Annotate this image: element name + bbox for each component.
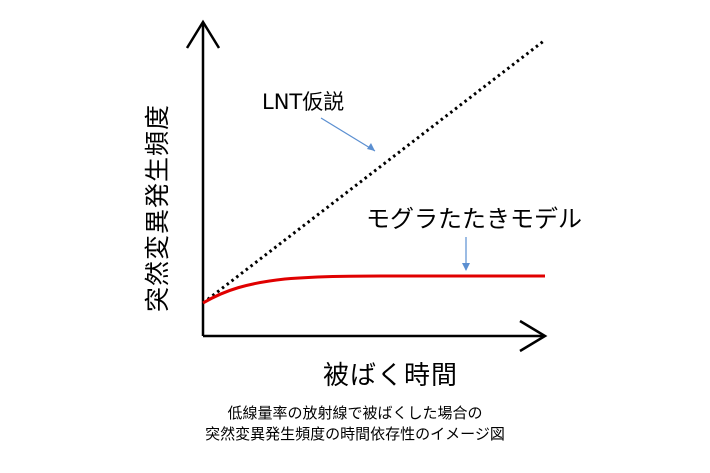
mole-model-curve [202,274,545,305]
caption-line-1: 低線量率の放射線で被ばくした場合の [227,404,483,422]
lnt-hypothesis-label: LNT仮説 [262,90,345,114]
x-axis-label: 被ばく時間 [323,361,459,391]
lnt-pointer-line [320,117,376,152]
caption-line-2: 突然変異発生頻度の時間依存性のイメージ図 [205,425,505,443]
mole-model-label: モグラたたきモデル [366,205,582,233]
figure-caption: 低線量率の放射線で被ばくした場合の 突然変異発生頻度の時間依存性のイメージ図 [0,403,710,445]
y-axis-arrowhead [185,19,221,49]
x-axis-arrowhead [519,319,548,353]
lnt-dotted-line [202,38,546,305]
lnt-pointer-arrowhead [367,143,375,151]
y-axis-label: 突然変異発生頻度 [143,103,172,312]
mole-pointer-arrowhead [462,263,470,271]
